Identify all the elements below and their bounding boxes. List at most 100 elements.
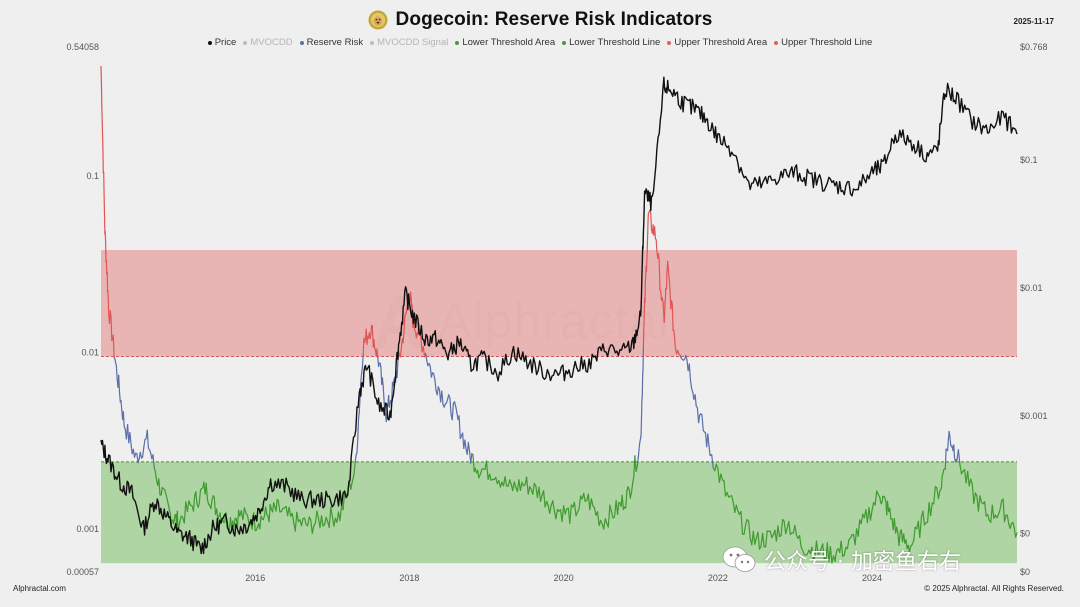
reserve-risk-segment [860, 513, 864, 525]
legend-label: MVOCDD [250, 37, 293, 48]
reserve-risk-segment [399, 352, 402, 358]
reserve-risk-segment [109, 310, 112, 317]
reserve-risk-segment [351, 474, 355, 482]
reserve-risk-segment [392, 378, 395, 387]
reserve-risk-segment [573, 501, 577, 517]
reserve-risk-segment [769, 530, 773, 539]
reserve-risk-segment [495, 476, 498, 485]
reserve-risk-segment [153, 466, 156, 473]
reserve-risk-segment [794, 524, 798, 536]
reserve-risk-segment [701, 414, 704, 431]
reserve-risk-segment [213, 496, 217, 515]
reserve-risk-segment [472, 454, 475, 473]
reserve-risk-segment [569, 504, 572, 524]
reserve-risk-segment [451, 402, 454, 421]
reserve-risk-segment [757, 531, 761, 550]
reserve-risk-segment [369, 334, 372, 340]
reserve-risk-segment [944, 448, 947, 470]
reserve-risk-segment [519, 481, 523, 491]
reserve-risk-segment [173, 514, 176, 522]
reserve-risk-segment [310, 519, 313, 534]
reserve-risk-segment [433, 373, 436, 381]
reserve-risk-segment [455, 405, 458, 413]
reserve-risk-segment [164, 488, 167, 495]
reserve-risk-segment [236, 509, 240, 528]
reserve-risk-segment [120, 399, 123, 411]
reserve-risk-segment [874, 490, 878, 506]
reserve-risk-segment [991, 504, 995, 520]
reserve-risk-segment [610, 510, 614, 519]
left-axis-tick-label: 0.1 [86, 171, 99, 181]
reserve-risk-segment [509, 479, 512, 485]
reserve-risk-segment [512, 481, 515, 492]
reserve-risk-segment [658, 260, 661, 291]
reserve-risk-segment [655, 239, 658, 252]
reserve-risk-segment [635, 465, 638, 472]
reserve-risk-segment [188, 500, 191, 506]
reserve-risk-segment [629, 491, 633, 499]
legend-item[interactable]: MVOCDD [243, 37, 293, 48]
left-axis-tick-label: 0.00057 [66, 567, 99, 577]
legend-item[interactable]: Reserve Risk [299, 37, 363, 48]
reserve-risk-segment [913, 526, 916, 542]
reserve-risk-segment [708, 445, 711, 456]
reserve-risk-segment [919, 516, 923, 538]
reserve-risk-segment [485, 460, 489, 480]
left-axis-tick-label: 0.01 [81, 348, 99, 358]
reserve-risk-segment [136, 453, 139, 464]
reserve-risk-segment [657, 253, 660, 263]
reserve-risk-segment [667, 270, 670, 281]
reserve-risk-segment [350, 480, 353, 490]
reserve-risk-segment [999, 500, 1003, 511]
legend-item[interactable]: Price [207, 37, 236, 48]
chart-legend: Price MVOCDD Reserve Risk MVOCDD Signal Lowe… [0, 37, 1080, 48]
reserve-risk-segment [197, 502, 200, 508]
reserve-risk-segment [542, 490, 546, 508]
reserve-risk-segment [339, 504, 343, 522]
legend-swatch-icon [243, 40, 248, 45]
reserve-risk-segment [957, 449, 961, 465]
reserve-risk-segment [403, 316, 406, 333]
legend-item[interactable]: Lower Threshold Area [455, 37, 555, 48]
reserve-risk-segment [748, 520, 751, 540]
reserve-risk-segment [783, 520, 787, 535]
legend-item[interactable]: Upper Threshold Line [774, 37, 872, 48]
reserve-risk-segment [464, 439, 467, 450]
legend-swatch-icon [774, 40, 779, 45]
reserve-risk-segment [357, 411, 360, 421]
reserve-risk-segment [997, 509, 1001, 515]
reserve-risk-segment [477, 469, 480, 479]
reserve-risk-segment [908, 545, 912, 553]
legend-item[interactable]: MVOCDD Signal [370, 37, 448, 48]
reserve-risk-segment [504, 476, 508, 487]
legend-item[interactable]: Upper Threshold Area [667, 37, 767, 48]
reserve-risk-segment [198, 489, 202, 504]
x-axis-tick-label: 2018 [399, 573, 419, 583]
right-axis-tick-label: $0.001 [1020, 411, 1048, 421]
reserve-risk-segment [152, 454, 155, 468]
legend-item[interactable]: Lower Threshold Line [562, 37, 660, 48]
reserve-risk-segment [630, 483, 634, 494]
reserve-risk-segment [970, 478, 973, 485]
reserve-risk-segment [277, 500, 281, 513]
reserve-risk-segment [366, 335, 369, 345]
left-axis-tick-label: 0.54058 [66, 42, 99, 52]
reserve-risk-segment [609, 504, 613, 512]
reserve-risk-segment [273, 502, 276, 508]
reserve-risk-segment [1002, 498, 1006, 523]
reserve-risk-segment [576, 508, 580, 513]
reserve-risk-segment [205, 482, 208, 500]
reserve-risk-segment [761, 532, 765, 548]
reserve-risk-segment [604, 518, 608, 524]
reserve-risk-segment [637, 443, 641, 457]
reserve-risk-segment [590, 498, 594, 507]
reserve-risk-segment [291, 512, 295, 524]
reserve-risk-segment [889, 507, 892, 520]
reserve-risk-segment [631, 475, 635, 485]
reserve-risk-segment [479, 468, 483, 475]
reserve-risk-segment [259, 515, 262, 530]
reserve-risk-segment [300, 517, 304, 527]
reserve-risk-segment [388, 402, 391, 408]
reserve-risk-segment [881, 495, 884, 503]
